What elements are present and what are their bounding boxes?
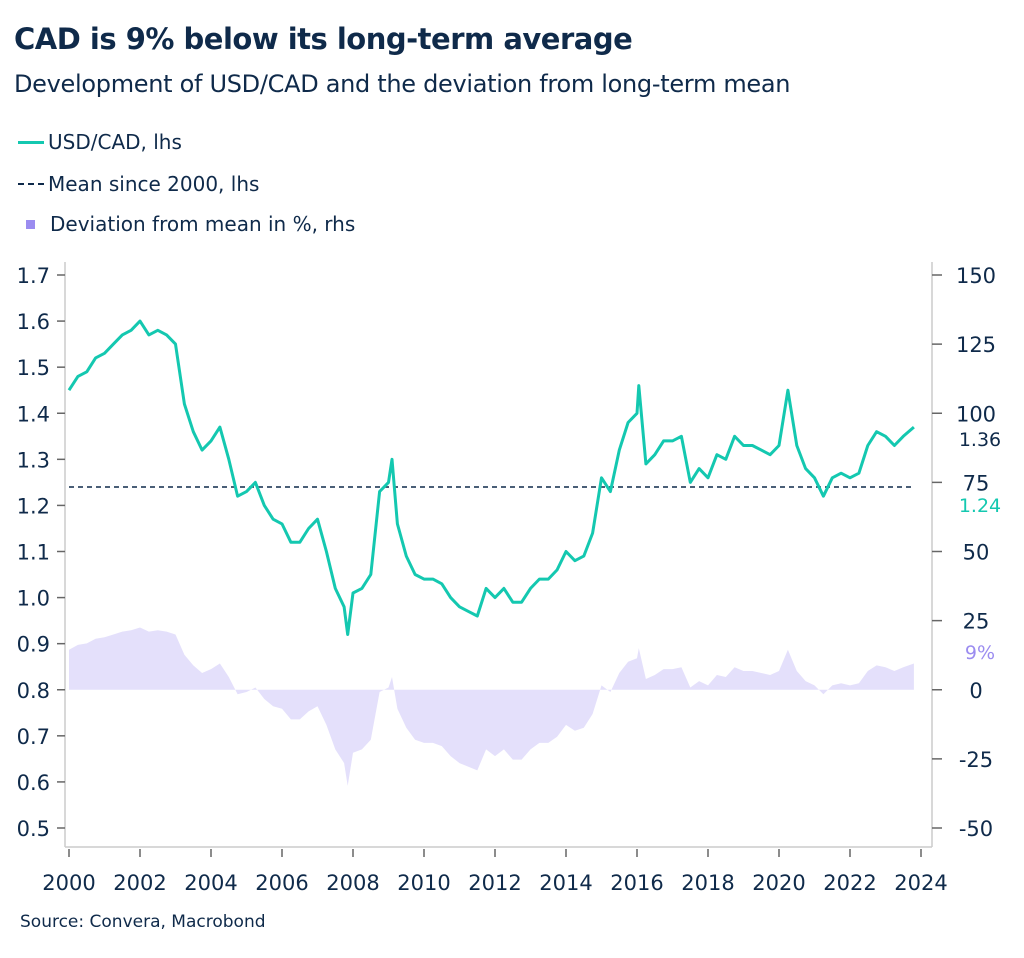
legend-label: Deviation from mean in %, rhs	[50, 212, 356, 236]
left-tick-label: 0.9	[17, 633, 50, 657]
legend-label: Mean since 2000, lhs	[48, 172, 260, 196]
x-tick-label: 2022	[823, 871, 876, 895]
left-tick-label: 1.5	[17, 356, 50, 380]
left-tick-label: 1.7	[17, 264, 50, 288]
x-tick-label: 2006	[255, 871, 308, 895]
left-tick-label: 0.7	[17, 725, 50, 749]
legend-item-mean: Mean since 2000, lhs	[18, 172, 259, 196]
left-tick-label: 1.0	[17, 587, 50, 611]
x-tick-label: 2018	[681, 871, 734, 895]
chart-subtitle: Development of USD/CAD and the deviation…	[14, 70, 791, 98]
x-tick-label: 2000	[42, 871, 95, 895]
legend-item-usd-cad: USD/CAD, lhs	[18, 130, 182, 154]
right-tick-label: 0	[969, 679, 982, 703]
left-tick-label: 1.1	[17, 541, 50, 565]
end-label-mean: 1.24	[959, 495, 1001, 517]
deviation-area	[69, 627, 914, 786]
left-tick-label: 0.6	[17, 771, 50, 795]
left-tick-label: 1.3	[17, 448, 50, 472]
x-tick-label: 2016	[610, 871, 663, 895]
right-tick-label: -50	[959, 817, 993, 841]
x-tick-label: 2008	[326, 871, 379, 895]
x-tick-label: 2024	[894, 871, 947, 895]
right-tick-label: 50	[963, 541, 990, 565]
legend-line-swatch	[18, 140, 44, 144]
x-tick-label: 2020	[752, 871, 805, 895]
legend-label: USD/CAD, lhs	[48, 130, 182, 154]
left-tick-label: 1.6	[17, 310, 50, 334]
x-tick-label: 2004	[184, 871, 237, 895]
legend-square-swatch	[26, 219, 35, 229]
end-label-usd-cad: 1.36	[959, 429, 1001, 451]
left-tick-label: 0.5	[17, 817, 50, 841]
right-tick-label: 125	[956, 333, 996, 357]
source-note: Source: Convera, Macrobond	[20, 912, 266, 932]
right-tick-label: -25	[959, 748, 993, 772]
legend-item-deviation: Deviation from mean in %, rhs	[18, 212, 355, 236]
left-tick-label: 1.4	[17, 402, 50, 426]
right-tick-label: 150	[956, 264, 996, 288]
left-tick-label: 1.2	[17, 494, 50, 518]
x-tick-label: 2014	[539, 871, 592, 895]
left-tick-label: 0.8	[17, 679, 50, 703]
right-tick-label: 25	[963, 610, 990, 634]
chart-title: CAD is 9% below its long-term average	[14, 22, 633, 56]
right-tick-label: 75	[963, 471, 990, 495]
legend-dashed-swatch	[18, 183, 44, 185]
x-tick-label: 2012	[468, 871, 521, 895]
end-label-deviation: 9%	[965, 642, 995, 664]
x-tick-label: 2010	[397, 871, 450, 895]
x-tick-label: 2002	[113, 871, 166, 895]
usd-cad-line	[67, 319, 915, 636]
right-tick-label: 100	[956, 402, 996, 426]
